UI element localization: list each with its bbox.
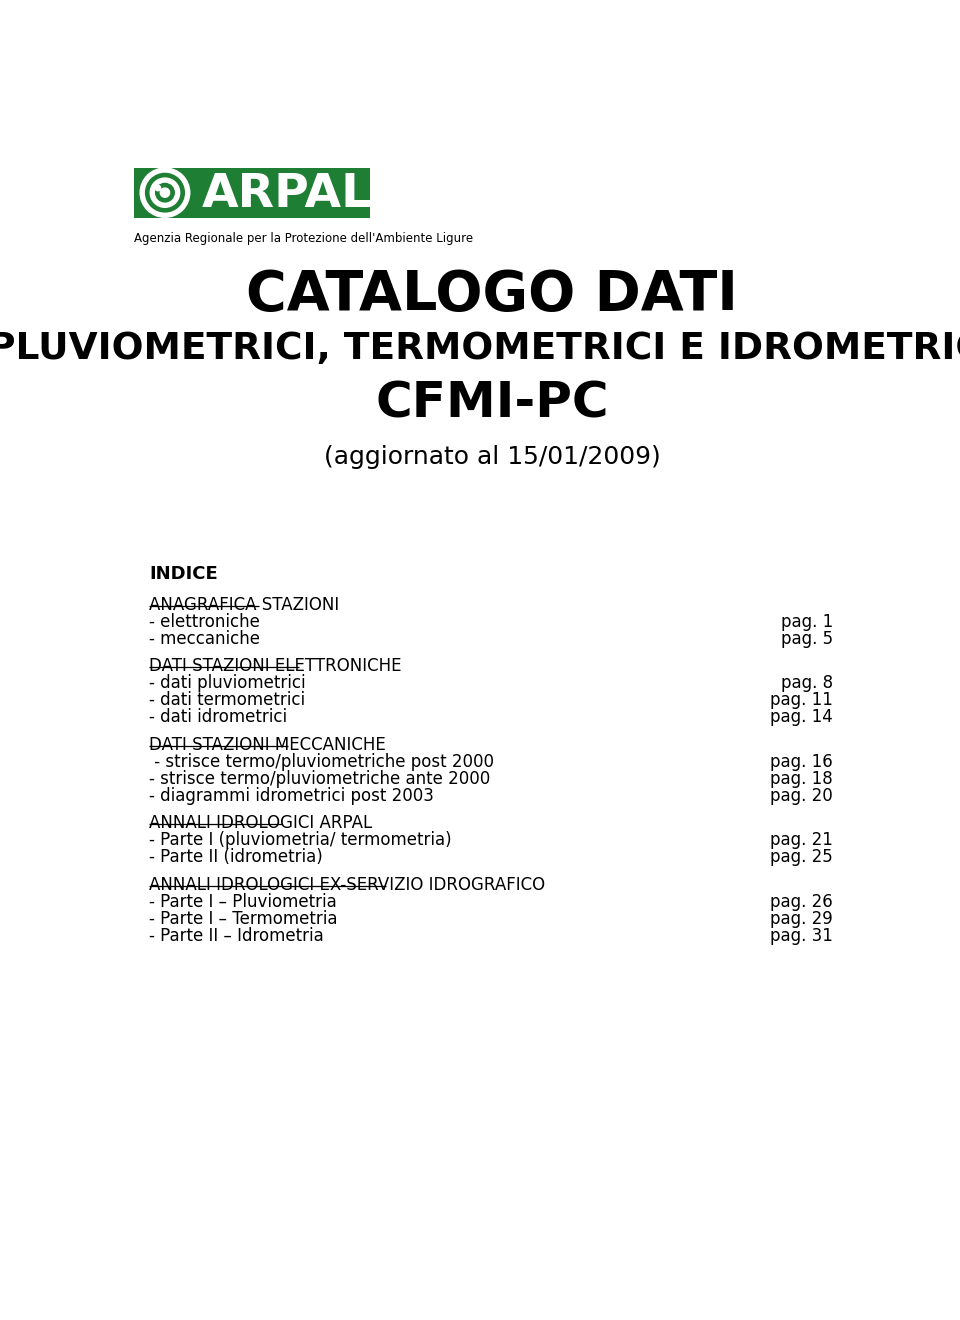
Text: Agenzia Regionale per la Protezione dell'Ambiente Ligure: Agenzia Regionale per la Protezione dell… [134, 231, 473, 244]
Text: DATI STAZIONI MECCANICHE: DATI STAZIONI MECCANICHE [150, 737, 386, 754]
Text: CFMI-PC: CFMI-PC [375, 379, 609, 428]
Bar [134, 168, 371, 218]
Text: - Parte II – Idrometria: - Parte II – Idrometria [150, 927, 324, 945]
Text: PLUVIOMETRICI, TERMOMETRICI E IDROMETRICI: PLUVIOMETRICI, TERMOMETRICI E IDROMETRIC… [0, 331, 960, 367]
Circle shape [160, 187, 170, 197]
Text: (aggiornato al 15/01/2009): (aggiornato al 15/01/2009) [324, 445, 660, 469]
Text: pag. 21: pag. 21 [770, 832, 833, 849]
Text: - dati idrometrici: - dati idrometrici [150, 708, 288, 726]
Text: - diagrammi idrometrici post 2003: - diagrammi idrometrici post 2003 [150, 787, 434, 805]
Text: pag. 20: pag. 20 [770, 787, 833, 805]
Text: ARPAL: ARPAL [203, 173, 372, 218]
Text: pag. 25: pag. 25 [770, 849, 833, 866]
Text: pag. 26: pag. 26 [770, 892, 833, 911]
Text: ANNALI IDROLOGICI ARPAL: ANNALI IDROLOGICI ARPAL [150, 814, 372, 833]
Text: pag. 11: pag. 11 [770, 692, 833, 709]
Text: pag. 1: pag. 1 [780, 612, 833, 631]
Circle shape [156, 185, 160, 190]
Text: - dati termometrici: - dati termometrici [150, 692, 305, 709]
Circle shape [150, 178, 180, 207]
Text: - strisce termo/pluviometriche post 2000: - strisce termo/pluviometriche post 2000 [150, 752, 494, 771]
Text: - dati pluviometrici: - dati pluviometrici [150, 675, 306, 692]
Text: INDICE: INDICE [150, 565, 218, 583]
Text: pag. 5: pag. 5 [780, 630, 833, 648]
Circle shape [140, 168, 190, 218]
Circle shape [146, 173, 184, 213]
Text: pag. 8: pag. 8 [780, 675, 833, 692]
Text: - strisce termo/pluviometriche ante 2000: - strisce termo/pluviometriche ante 2000 [150, 770, 491, 788]
Text: - elettroniche: - elettroniche [150, 612, 260, 631]
Text: DATI STAZIONI ELETTRONICHE: DATI STAZIONI ELETTRONICHE [150, 657, 402, 676]
Text: pag. 18: pag. 18 [770, 770, 833, 788]
Text: pag. 29: pag. 29 [770, 909, 833, 928]
Text: ANAGRAFICA STAZIONI: ANAGRAFICA STAZIONI [150, 595, 340, 614]
Text: pag. 31: pag. 31 [770, 927, 833, 945]
Text: - Parte II (idrometria): - Parte II (idrometria) [150, 849, 324, 866]
Circle shape [156, 183, 175, 202]
Text: CATALOGO DATI: CATALOGO DATI [246, 268, 738, 322]
Text: pag. 16: pag. 16 [770, 752, 833, 771]
Text: - Parte I – Termometria: - Parte I – Termometria [150, 909, 338, 928]
Text: ANNALI IDROLOGICI EX-SERVIZIO IDROGRAFICO: ANNALI IDROLOGICI EX-SERVIZIO IDROGRAFIC… [150, 876, 545, 894]
Text: - meccaniche: - meccaniche [150, 630, 260, 648]
Text: - Parte I – Pluviometria: - Parte I – Pluviometria [150, 892, 337, 911]
Text: pag. 14: pag. 14 [770, 708, 833, 726]
Text: - Parte I (pluviometria/ termometria): - Parte I (pluviometria/ termometria) [150, 832, 452, 849]
